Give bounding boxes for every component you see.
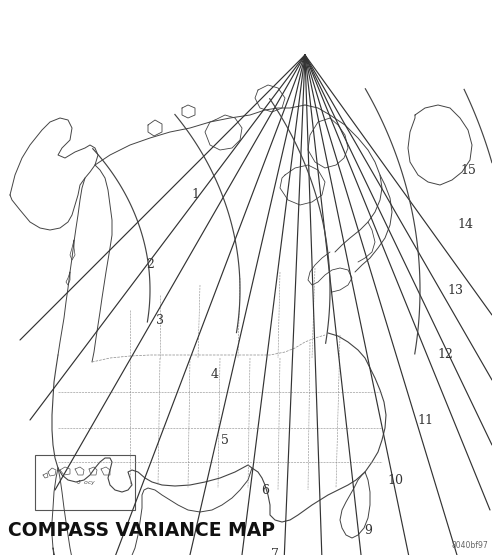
Text: $\circlearrowleft$ ocy: $\circlearrowleft$ ocy <box>74 478 96 487</box>
Text: 1: 1 <box>191 189 199 201</box>
Text: 13: 13 <box>447 284 463 296</box>
Bar <box>35 455 135 510</box>
Text: 15: 15 <box>460 164 476 176</box>
Text: 7: 7 <box>271 548 279 555</box>
Text: 4: 4 <box>211 369 219 381</box>
Text: 14: 14 <box>457 219 473 231</box>
Text: 6: 6 <box>261 483 269 497</box>
Text: 11: 11 <box>417 413 433 426</box>
Text: 2: 2 <box>146 259 154 271</box>
Text: 10: 10 <box>387 473 403 487</box>
Text: 3: 3 <box>156 314 164 326</box>
Text: 8040bf97: 8040bf97 <box>451 541 488 550</box>
Text: 9: 9 <box>364 523 372 537</box>
Text: 5: 5 <box>221 433 229 447</box>
Text: COMPASS VARIANCE MAP: COMPASS VARIANCE MAP <box>8 521 275 540</box>
Text: 12: 12 <box>437 349 453 361</box>
